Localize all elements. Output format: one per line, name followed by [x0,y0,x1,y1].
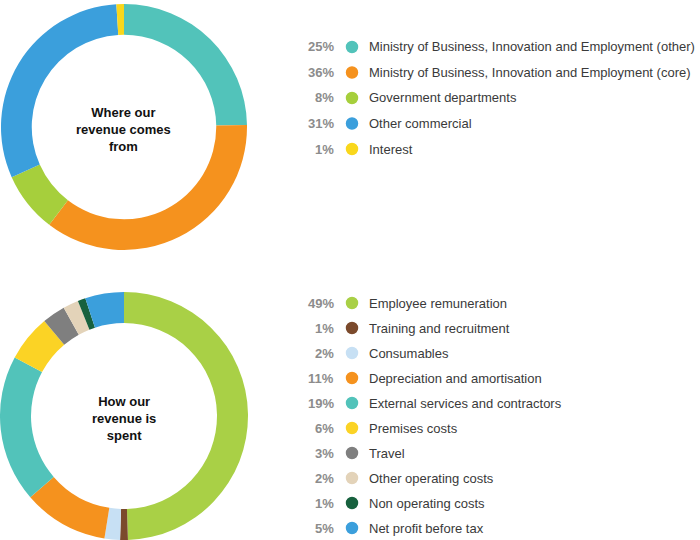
svg-text:Net profit before tax: Net profit before tax [369,521,484,536]
svg-text:Other commercial: Other commercial [369,116,472,131]
svg-text:11%: 11% [308,371,334,386]
svg-text:6%: 6% [315,421,334,436]
svg-text:Where ourrevenue comesfrom: Where ourrevenue comesfrom [76,105,171,154]
svg-text:External services and contract: External services and contractors [369,396,562,411]
svg-text:Travel: Travel [369,446,405,461]
svg-text:2%: 2% [315,346,334,361]
svg-text:49%: 49% [308,296,334,311]
svg-text:1%: 1% [315,321,334,336]
svg-text:Non operating costs: Non operating costs [369,496,485,511]
svg-text:31%: 31% [308,116,334,131]
svg-text:5%: 5% [315,521,334,536]
svg-text:3%: 3% [315,446,334,461]
svg-text:Employee remuneration: Employee remuneration [369,296,507,311]
svg-text:8%: 8% [315,90,334,105]
svg-text:1%: 1% [315,496,334,511]
svg-text:25%: 25% [308,39,334,54]
svg-text:19%: 19% [308,396,334,411]
svg-text:36%: 36% [308,65,334,80]
svg-text:Government departments: Government departments [369,90,517,105]
svg-text:Ministry of Business, Innovati: Ministry of Business, Innovation and Emp… [369,65,691,80]
svg-text:Training and recruitment: Training and recruitment [369,321,510,336]
svg-text:Depreciation and amortisation: Depreciation and amortisation [369,371,542,386]
svg-text:Other operating costs: Other operating costs [369,471,494,486]
svg-text:2%: 2% [315,471,334,486]
svg-text:Interest: Interest [369,142,413,157]
svg-text:Consumables: Consumables [369,346,449,361]
svg-text:1%: 1% [315,142,334,157]
svg-text:Ministry of Business, Innovati: Ministry of Business, Innovation and Emp… [369,39,695,54]
svg-text:How ourrevenue isspent: How ourrevenue isspent [92,394,156,443]
svg-text:Premises costs: Premises costs [369,421,458,436]
